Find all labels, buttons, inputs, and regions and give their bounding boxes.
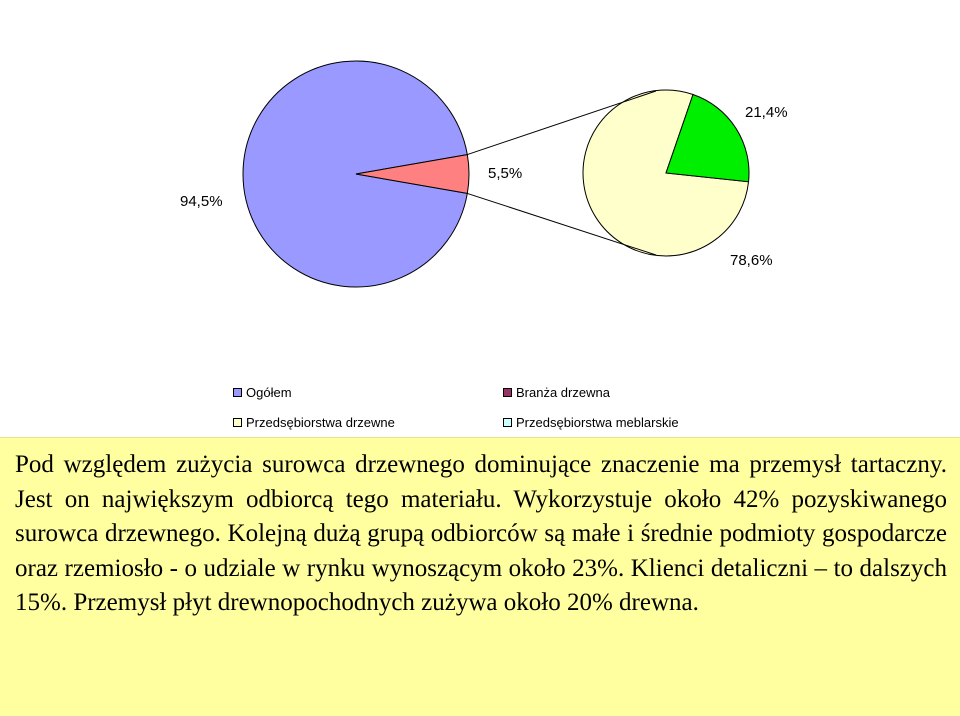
data-label-przedsiebiorstwa-meblarskie: 21,4% xyxy=(745,104,788,121)
connector-line-top xyxy=(467,90,657,156)
pie-slice-branza-drzewna xyxy=(355,153,470,195)
pie-slice-przedsiebiorstwa-meblarskie xyxy=(665,93,750,183)
data-label-branza-drzewna: 5,5% xyxy=(488,165,522,182)
data-label-przedsiebiorstwa-drzewne: 78,6% xyxy=(730,252,773,269)
legend-item-branza-drzewna: Branża drzewna xyxy=(503,385,610,400)
legend-item-ogolem: Ogółem xyxy=(233,385,292,400)
chart-area: 94,5% 5,5% 21,4% 78,6% Ogółem Branża drzewn… xyxy=(133,0,837,445)
legend-label: Branża drzewna xyxy=(516,385,610,400)
legend-label: Przedsębiorstwa meblarskie xyxy=(516,415,679,430)
pie-of-pie-chart: 94,5% 5,5% 21,4% 78,6% xyxy=(180,60,788,288)
legend-item-przedsiebiorstwa-drzewne: Przedsębiorstwa drzewne xyxy=(233,415,395,430)
connector-line-bottom xyxy=(467,192,657,256)
body-paragraph: Pod względem zużycia surowca drzewnego d… xyxy=(15,451,947,616)
pie-slice-ogolem xyxy=(242,60,468,288)
text-box: Pod względem zużycia surowca drzewnego d… xyxy=(0,437,960,716)
legend-swatch xyxy=(503,388,512,397)
data-label-ogolem: 94,5% xyxy=(180,193,223,210)
legend-swatch xyxy=(503,418,512,427)
legend-label: Przedsębiorstwa drzewne xyxy=(246,415,395,430)
legend-item-przedsiebiorstwa-meblarskie: Przedsębiorstwa meblarskie xyxy=(503,415,679,430)
legend-swatch xyxy=(233,418,242,427)
legend-swatch xyxy=(233,388,242,397)
legend-label: Ogółem xyxy=(246,385,292,400)
